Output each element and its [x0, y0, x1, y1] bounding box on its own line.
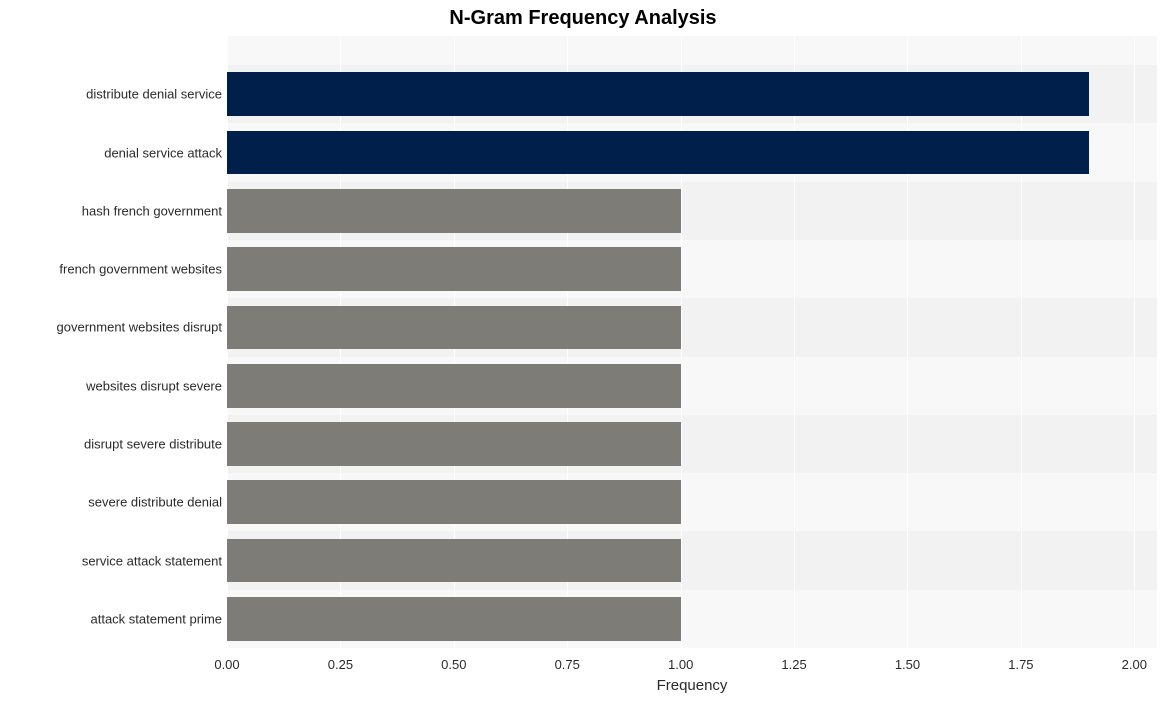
bar: [227, 597, 681, 641]
y-tick-label: disrupt severe distribute: [84, 437, 222, 452]
x-tick-label: 1.00: [668, 657, 693, 672]
y-tick-label: denial service attack: [104, 145, 222, 160]
bar: [227, 306, 681, 350]
y-tick-label: hash french government: [82, 203, 222, 218]
y-tick-label: attack statement prime: [91, 611, 223, 626]
x-tick-label: 1.50: [895, 657, 920, 672]
bar: [227, 72, 1089, 116]
x-tick-label: 2.00: [1122, 657, 1147, 672]
ngram-chart: N-Gram Frequency Analysis distribute den…: [0, 0, 1166, 701]
bar: [227, 422, 681, 466]
bar: [227, 364, 681, 408]
y-tick-label: french government websites: [59, 262, 222, 277]
y-axis-labels: distribute denial service denial service …: [0, 36, 222, 648]
plot-area: [227, 36, 1157, 648]
x-tick-label: 1.75: [1008, 657, 1033, 672]
x-tick-label: 0.50: [441, 657, 466, 672]
x-tick-label: 0.75: [555, 657, 580, 672]
y-tick-label: government websites disrupt: [57, 320, 222, 335]
bar: [227, 539, 681, 583]
y-tick-label: distribute denial service: [86, 87, 222, 102]
bar: [227, 189, 681, 233]
bar: [227, 247, 681, 291]
x-tick-label: 0.25: [328, 657, 353, 672]
bar: [227, 131, 1089, 175]
y-tick-label: websites disrupt severe: [86, 378, 222, 393]
y-tick-label: severe distribute denial: [88, 495, 222, 510]
bar: [227, 480, 681, 524]
chart-title: N-Gram Frequency Analysis: [0, 7, 1166, 30]
y-tick-label: service attack statement: [82, 553, 222, 568]
x-axis-title: Frequency: [227, 677, 1157, 694]
bars-layer: [227, 36, 1157, 648]
x-tick-label: 1.25: [781, 657, 806, 672]
x-tick-label: 0.00: [214, 657, 239, 672]
